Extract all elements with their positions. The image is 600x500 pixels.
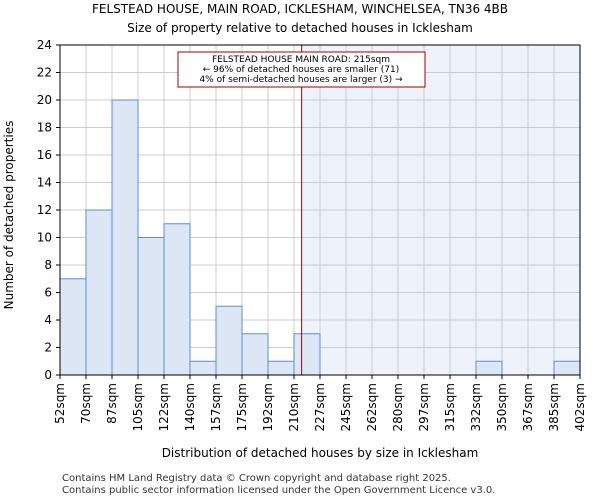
bar [215,305,243,376]
x-tick-label: 175sqm [235,383,249,431]
x-tick-label: 192sqm [261,383,275,431]
x-tick-label: 332sqm [469,383,483,431]
y-tick-label: 22 [37,66,52,80]
x-tick-label: 210sqm [287,383,301,431]
bar [137,237,165,376]
x-tick-label: 350sqm [495,383,509,431]
y-tick-label: 14 [37,176,52,190]
x-tick-label: 280sqm [391,383,405,431]
x-tick-label: 245sqm [339,383,353,431]
y-tick-label: 18 [37,121,52,135]
bar [241,333,269,376]
y-tick-label: 8 [44,258,52,272]
bar [553,360,581,376]
x-tick-label: 140sqm [183,383,197,431]
annotation-box: FELSTEAD HOUSE MAIN ROAD: 215sqm ← 96% o… [177,51,426,88]
annotation-line-2: ← 96% of detached houses are smaller (71… [203,65,400,75]
x-tick-label: 262sqm [365,383,379,431]
bar [267,360,295,376]
x-tick-label: 52sqm [53,383,67,424]
bar [85,209,113,376]
y-tick-label: 24 [37,38,52,52]
y-tick-label: 16 [37,148,52,162]
y-tick-label: 6 [44,286,52,300]
y-axis-label: Number of detached properties [2,121,16,310]
x-axis-label: Distribution of detached houses by size … [162,446,479,460]
bar [111,99,139,376]
x-tick-label: 297sqm [417,383,431,431]
x-tick-label: 105sqm [131,383,145,431]
footer-line-1: Contains HM Land Registry data © Crown c… [62,473,451,484]
x-tick-label: 315sqm [443,383,457,431]
x-tick-label: 367sqm [521,383,535,431]
x-tick-label: 385sqm [547,383,561,431]
y-tick-label: 0 [44,368,52,382]
chart-title: FELSTEAD HOUSE, MAIN ROAD, ICKLESHAM, WI… [92,2,508,16]
y-tick-label: 12 [37,203,52,217]
x-tick-label: 70sqm [79,383,93,424]
annotation-line-1: FELSTEAD HOUSE MAIN ROAD: 215sqm [212,55,390,65]
x-tick-label: 157sqm [209,383,223,431]
bar [59,278,87,376]
y-tick-label: 2 [44,341,52,355]
bar [293,333,321,376]
bar [163,223,191,376]
y-tick-label: 4 [44,313,52,327]
x-tick-label: 402sqm [573,383,587,431]
bar [189,360,217,376]
y-tick-label: 20 [37,93,52,107]
x-tick-label: 122sqm [157,383,171,431]
bar [475,360,503,376]
x-tick-label: 87sqm [105,383,119,424]
annotation-line-3: 4% of semi-detached houses are larger (3… [199,75,403,85]
y-tick-label: 10 [37,231,52,245]
chart-subtitle: Size of property relative to detached ho… [127,21,473,35]
footer-line-2: Contains public sector information licen… [62,485,496,496]
x-tick-label: 227sqm [313,383,327,431]
